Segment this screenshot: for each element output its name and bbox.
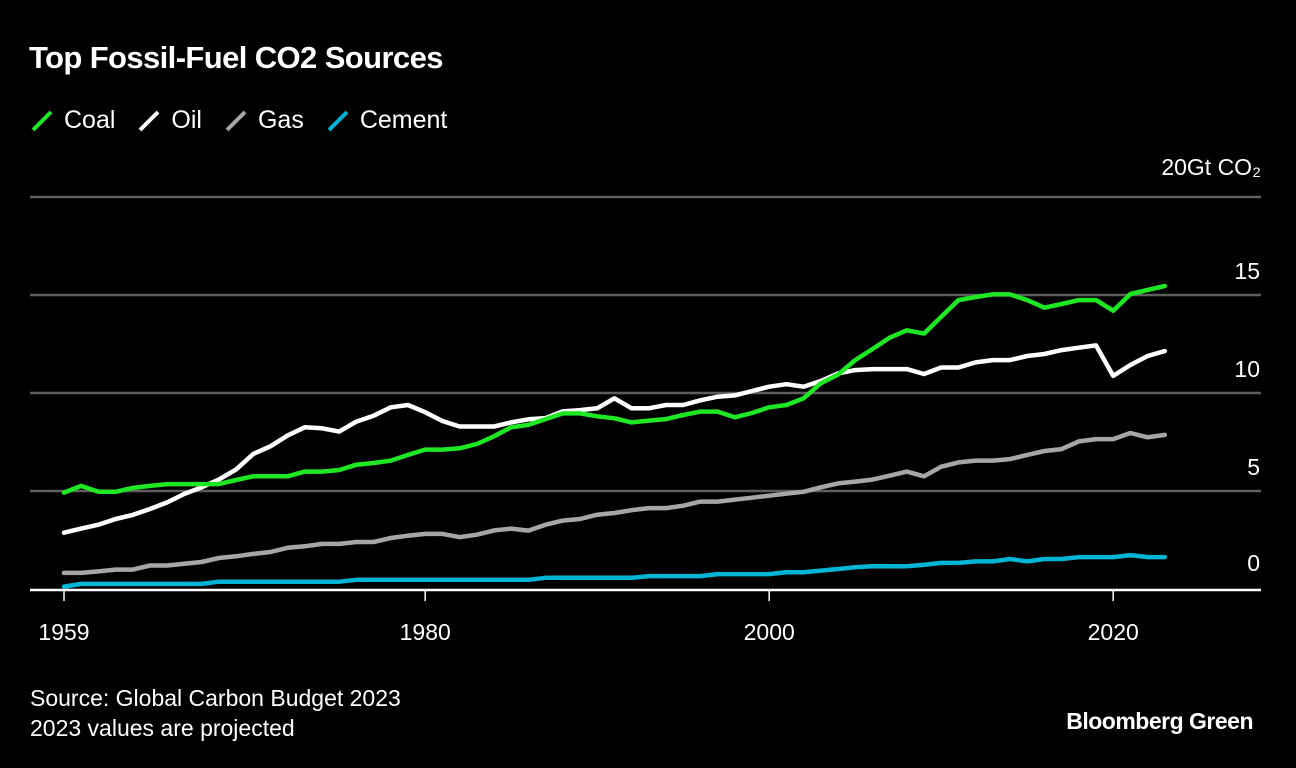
legend-item-gas: Gas (224, 106, 304, 135)
x-tick-label: 1959 (38, 619, 89, 645)
gridlines (30, 195, 1261, 493)
legend-swatch-oil-icon (139, 110, 160, 131)
legend-item-cement: Cement (326, 106, 448, 135)
legend-swatch-coal-icon (31, 110, 53, 131)
legend: Coal Oil Gas Cement (30, 106, 469, 135)
x-tick-label: 1980 (400, 619, 451, 645)
y-tick-label: 15 (1234, 258, 1260, 284)
y-tick-label: 0 (1247, 550, 1260, 576)
chart-title: Top Fossil-Fuel CO2 Sources (29, 40, 443, 75)
series-line-oil (61, 343, 1168, 535)
y-tick-label: 5 (1247, 454, 1260, 480)
x-tick-label: 2000 (744, 619, 795, 645)
y-tick-labels: 5 10 15 0 (1234, 258, 1260, 576)
brand-logo: Bloomberg Green (1066, 708, 1253, 734)
legend-label-cement: Cement (359, 106, 448, 134)
legend-label-gas: Gas (257, 106, 304, 134)
source-note: Source: Global Carbon Budget 2023 (30, 685, 401, 711)
legend-swatch-gas-icon (225, 110, 247, 131)
y-tick-label: 10 (1234, 356, 1260, 382)
series-lines (30, 283, 1261, 592)
series-line-cement (61, 552, 1168, 589)
legend-label-oil: Oil (171, 106, 202, 134)
series-line-gas (61, 430, 1168, 576)
footer: Source: Global Carbon Budget 2023 2023 v… (30, 683, 401, 743)
x-tick-label: 2020 (1088, 619, 1139, 645)
legend-item-coal: Coal (30, 106, 115, 135)
legend-swatch-cement-icon (327, 110, 349, 131)
projection-note: 2023 values are projected (30, 715, 295, 741)
y-axis-unit-label: 20Gt CO₂ (1161, 154, 1261, 180)
x-axis: 1959 1980 2000 2020 (38, 589, 1139, 645)
legend-label-coal: Coal (64, 106, 116, 134)
series-line-coal (61, 283, 1168, 495)
legend-item-oil: Oil (137, 106, 202, 135)
